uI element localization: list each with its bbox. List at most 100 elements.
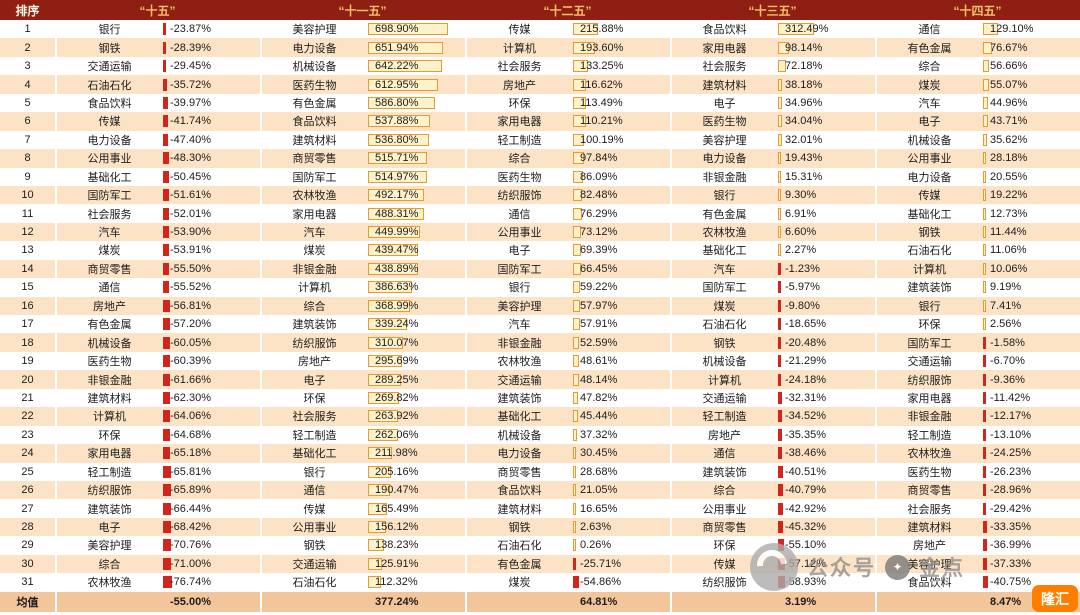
table-row: 6 传媒 -41.74% 食品饮料 537.88% 家用电器 110.21% 医药生物 34.0… <box>0 112 1080 131</box>
sector-cell: 计算机 -64.06% <box>55 407 260 426</box>
sector-name: 房地产 <box>913 540 946 553</box>
value-bar <box>368 299 411 312</box>
sector-cell: 非银金融 52.59% <box>465 333 670 352</box>
value-label: 449.99% <box>375 226 419 239</box>
mean-name-spacer <box>877 592 982 612</box>
value-bar <box>368 281 413 294</box>
sector-cell: 综合 -40.79% <box>670 480 875 500</box>
sector-name: 综合 <box>713 485 736 498</box>
value-cell: 612.95% <box>367 75 465 93</box>
value-label: -66.44% <box>170 502 211 515</box>
value-cell: 7.41% <box>982 297 1080 315</box>
rank-cell: 31 <box>21 576 34 589</box>
sector-name: 家用电器 <box>292 208 337 221</box>
value-label: -25.71% <box>580 557 621 570</box>
rank-cell: 20 <box>21 373 34 386</box>
value-label: -13.10% <box>990 428 1031 441</box>
value-cell: 38.18% <box>777 75 875 93</box>
value-cell: -21.29% <box>777 352 875 370</box>
sector-cell: 食品饮料 312.49% <box>670 20 875 39</box>
sector-cell: 通信 -55.52% <box>55 278 260 297</box>
sector-name: 社会服务 <box>292 411 337 424</box>
table-row: 21 建筑材料 -62.30% 环保 269.82% 建筑装饰 47.82% 交通运输 -32.… <box>0 388 1080 408</box>
value-cell: -57.20% <box>162 315 260 333</box>
value-label: -57.12% <box>785 557 826 570</box>
sector-name: 钢铁 <box>98 42 121 55</box>
sector-cell: 商贸零售 -28.96% <box>875 480 1080 500</box>
sector-cell: 综合 56.66% <box>875 56 1080 76</box>
sector-name: 银行 <box>713 190 736 203</box>
value-cell: 310.07% <box>367 333 465 351</box>
sector-cell: 农林牧渔 6.60% <box>670 222 875 242</box>
sector-cell: 环保 -64.68% <box>55 425 260 445</box>
sector-name: 有色金属 <box>292 97 337 110</box>
sector-cell: 石油石化 -35.72% <box>55 75 260 94</box>
table-row: 18 机械设备 -60.05% 纺织服饰 310.07% 非银金融 52.59% 钢铁 -20.… <box>0 333 1080 352</box>
value-bar <box>573 447 577 460</box>
table-row: 12 汽车 -53.90% 汽车 449.99% 公用事业 73.12% 农林牧渔 6.60% 钢… <box>0 222 1080 242</box>
rank-cell: 28 <box>21 521 34 534</box>
value-label: -60.39% <box>170 355 211 368</box>
value-label: -62.30% <box>170 391 211 404</box>
value-cell: -55.50% <box>162 260 260 278</box>
value-bar <box>573 484 576 497</box>
value-cell: -24.25% <box>982 444 1080 462</box>
sector-name: 交通运输 <box>907 356 952 369</box>
value-label: 439.47% <box>375 244 419 257</box>
value-bar <box>778 521 784 534</box>
sector-cell: 轻工制造 100.19% <box>465 130 670 150</box>
value-label: 86.09% <box>580 170 618 183</box>
value-label: 97.84% <box>580 152 618 165</box>
sector-cell: 钢铁 2.63% <box>465 517 670 537</box>
sector-cell: 煤炭 55.07% <box>875 75 1080 94</box>
mean-cell: 64.81% <box>465 591 670 612</box>
table-row: 7 电力设备 -47.40% 建筑材料 536.80% 轻工制造 100.19% 美容护理 32… <box>0 130 1080 150</box>
rank-cell: 25 <box>21 465 34 478</box>
sector-cell: 房地产 -36.99% <box>875 536 1080 555</box>
sector-name: 电力设备 <box>907 171 952 184</box>
value-cell: 6.91% <box>777 204 875 222</box>
rank-cell: 29 <box>21 539 34 552</box>
sector-name: 公用事业 <box>497 227 542 240</box>
rank-cell: 24 <box>21 447 34 460</box>
value-cell: 57.97% <box>572 297 670 315</box>
sector-cell: 农林牧渔 -76.74% <box>55 573 260 592</box>
value-bar <box>573 502 576 515</box>
value-cell: 98.14% <box>777 38 875 56</box>
mean-name-spacer <box>672 592 777 612</box>
mean-row: 均值 -55.00% 377.24% 64.81% 3.19% 8.47% <box>0 591 1080 612</box>
value-cell: 86.09% <box>572 168 670 186</box>
sector-cell: 建筑材料 16.65% <box>465 499 670 518</box>
value-label: -55.10% <box>785 539 826 552</box>
value-label: 295.69% <box>375 355 419 368</box>
table-row: 24 家用电器 -65.18% 基础化工 211.98% 电力设备 30.45% 通信 -38.… <box>0 444 1080 463</box>
sector-name: 电子 <box>918 116 941 129</box>
sector-name: 公用事业 <box>87 153 132 166</box>
value-label: -52.01% <box>170 207 211 220</box>
value-label: -36.99% <box>990 539 1031 552</box>
sector-name: 建筑材料 <box>87 392 132 405</box>
value-cell: 211.98% <box>367 444 465 462</box>
value-cell: -65.81% <box>162 463 260 481</box>
mean-cell: -55.00% <box>55 591 260 612</box>
value-label: -48.30% <box>170 152 211 165</box>
sector-cell: 汽车 449.99% <box>260 222 465 242</box>
value-cell: 6.60% <box>777 223 875 241</box>
value-bar <box>983 189 986 202</box>
value-label: 35.62% <box>990 133 1028 146</box>
table-row: 20 非银金融 -61.66% 电子 289.25% 交通运输 48.14% 计算机 -24.1… <box>0 370 1080 389</box>
value-label: 30.45% <box>580 447 618 460</box>
value-label: -68.42% <box>170 521 211 534</box>
value-bar <box>983 465 986 478</box>
value-label: 368.99% <box>375 299 419 312</box>
value-bar <box>983 539 988 552</box>
sector-cell: 综合 97.84% <box>465 149 670 168</box>
sector-name: 环保 <box>713 540 736 553</box>
sector-cell: 家用电器 98.14% <box>670 38 875 57</box>
value-bar <box>983 96 989 109</box>
sector-cell: 电子 34.96% <box>670 93 875 113</box>
value-cell: 492.17% <box>367 186 465 204</box>
sector-cell: 机械设备 642.22% <box>260 56 465 76</box>
sector-cell: 家用电器 -65.18% <box>55 444 260 463</box>
sector-cell: 通信 129.10% <box>875 20 1080 39</box>
